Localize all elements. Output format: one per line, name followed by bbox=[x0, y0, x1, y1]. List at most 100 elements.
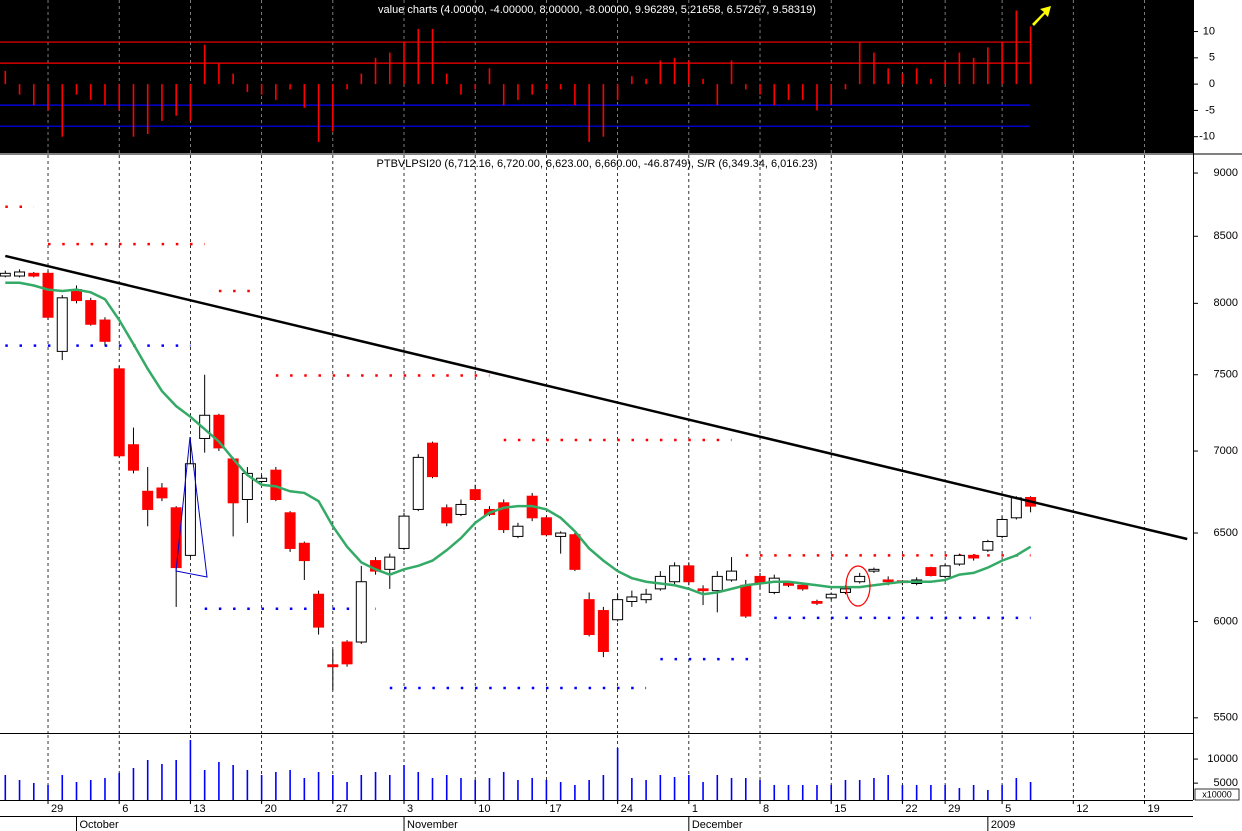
y-tick-label: 9000 bbox=[1214, 167, 1238, 179]
x-tick-label: 29 bbox=[948, 803, 960, 815]
y-tick-label: -5 bbox=[1205, 104, 1215, 116]
x-tick-label: 24 bbox=[621, 803, 633, 815]
x-tick-label: 10 bbox=[478, 803, 490, 815]
candle-body bbox=[184, 463, 196, 556]
candle-body bbox=[797, 584, 809, 590]
y-tick-label: 5000 bbox=[1214, 777, 1238, 789]
moving-average-line bbox=[5, 281, 1032, 596]
candle-body bbox=[455, 503, 467, 515]
candle-body bbox=[726, 570, 738, 581]
month-label: November bbox=[407, 819, 458, 831]
candle-body bbox=[127, 444, 139, 471]
y-tick-label: 5 bbox=[1209, 52, 1215, 64]
y-tick-label: 10 bbox=[1203, 25, 1215, 37]
x-tick-label: 5 bbox=[1005, 803, 1011, 815]
y-tick-label: 10000 bbox=[1207, 753, 1238, 765]
candle-body bbox=[640, 593, 652, 601]
candle-body bbox=[569, 534, 581, 570]
candle-body bbox=[597, 610, 609, 652]
month-label: October bbox=[80, 819, 119, 831]
candle-body bbox=[327, 664, 339, 668]
x-tick-label: 20 bbox=[265, 803, 277, 815]
x-tick-label: 15 bbox=[834, 803, 846, 815]
circle-annotation bbox=[845, 565, 871, 607]
x-tick-label: 12 bbox=[1076, 803, 1088, 815]
month-label: 2009 bbox=[991, 819, 1015, 831]
candle-body bbox=[854, 575, 866, 583]
candle-body bbox=[56, 297, 68, 352]
candle-body bbox=[227, 458, 239, 504]
y-tick-label: 0 bbox=[1209, 78, 1215, 90]
candle-body bbox=[925, 567, 937, 577]
candle-body bbox=[355, 581, 367, 643]
candle-body bbox=[868, 568, 880, 572]
candle-body bbox=[28, 272, 40, 277]
candle-body bbox=[783, 583, 794, 586]
x-tick-label: 17 bbox=[549, 803, 561, 815]
candle-body bbox=[156, 487, 168, 499]
candle-body bbox=[540, 517, 552, 536]
candle-body bbox=[982, 541, 994, 551]
unit-label: x10000 bbox=[1202, 789, 1232, 799]
y-tick-label: -10 bbox=[1199, 131, 1215, 143]
candle-body bbox=[512, 525, 524, 537]
candle-body bbox=[384, 556, 396, 570]
candle-body bbox=[99, 319, 111, 342]
candle-body bbox=[612, 599, 624, 621]
candle-body bbox=[683, 565, 695, 583]
candle-body bbox=[284, 512, 296, 549]
x-tick-label: 8 bbox=[763, 803, 769, 815]
triangle-annotation bbox=[175, 436, 208, 578]
y-tick-label: 8000 bbox=[1214, 297, 1238, 309]
arrow-annotation bbox=[1032, 6, 1051, 26]
y-tick-label: 8500 bbox=[1214, 230, 1238, 242]
x-tick-label: 19 bbox=[1148, 803, 1160, 815]
candle-body bbox=[113, 368, 125, 457]
value-pane-background bbox=[0, 0, 1193, 153]
unit-box bbox=[1194, 788, 1240, 801]
x-tick-label: 27 bbox=[336, 803, 348, 815]
y-tick-label: 6000 bbox=[1214, 615, 1238, 627]
candle-body bbox=[996, 518, 1008, 537]
candle-body bbox=[953, 554, 965, 565]
candle-body bbox=[882, 579, 894, 583]
x-tick-label: 6 bbox=[122, 803, 128, 815]
candle-body bbox=[811, 600, 823, 604]
candle-body bbox=[14, 271, 26, 277]
candle-body bbox=[669, 565, 681, 583]
candle-body bbox=[555, 532, 567, 537]
x-tick-label: 29 bbox=[51, 803, 63, 815]
candle-body bbox=[740, 584, 752, 617]
x-tick-label: 3 bbox=[407, 803, 413, 815]
candle-body bbox=[0, 272, 11, 277]
candle-body bbox=[626, 596, 638, 602]
value-chart-title: value charts (4.00000, -4.00000, 8.00000… bbox=[378, 4, 816, 16]
candle-body bbox=[341, 641, 353, 665]
x-tick-label: 13 bbox=[193, 803, 205, 815]
candle-body bbox=[142, 490, 154, 510]
month-label: December bbox=[692, 819, 743, 831]
candle-body bbox=[213, 414, 225, 449]
candle-body bbox=[313, 593, 325, 628]
candle-body bbox=[298, 542, 310, 562]
candle-body bbox=[839, 588, 851, 593]
candle-body bbox=[398, 515, 410, 549]
x-tick-label: 1 bbox=[692, 803, 698, 815]
candle-body bbox=[42, 272, 54, 318]
candle-body bbox=[583, 599, 595, 636]
candle-body bbox=[412, 456, 424, 510]
candle-body bbox=[711, 575, 723, 592]
candle-body bbox=[768, 577, 780, 593]
x-tick-label: 22 bbox=[905, 803, 917, 815]
y-tick-label: 7500 bbox=[1214, 369, 1238, 381]
candle-body bbox=[825, 593, 837, 599]
y-tick-label: 6500 bbox=[1214, 527, 1238, 539]
candle-body bbox=[1010, 497, 1022, 519]
candle-body bbox=[498, 502, 510, 531]
candle-body bbox=[697, 588, 709, 592]
candle-body bbox=[441, 507, 453, 524]
candle-body bbox=[469, 489, 481, 500]
